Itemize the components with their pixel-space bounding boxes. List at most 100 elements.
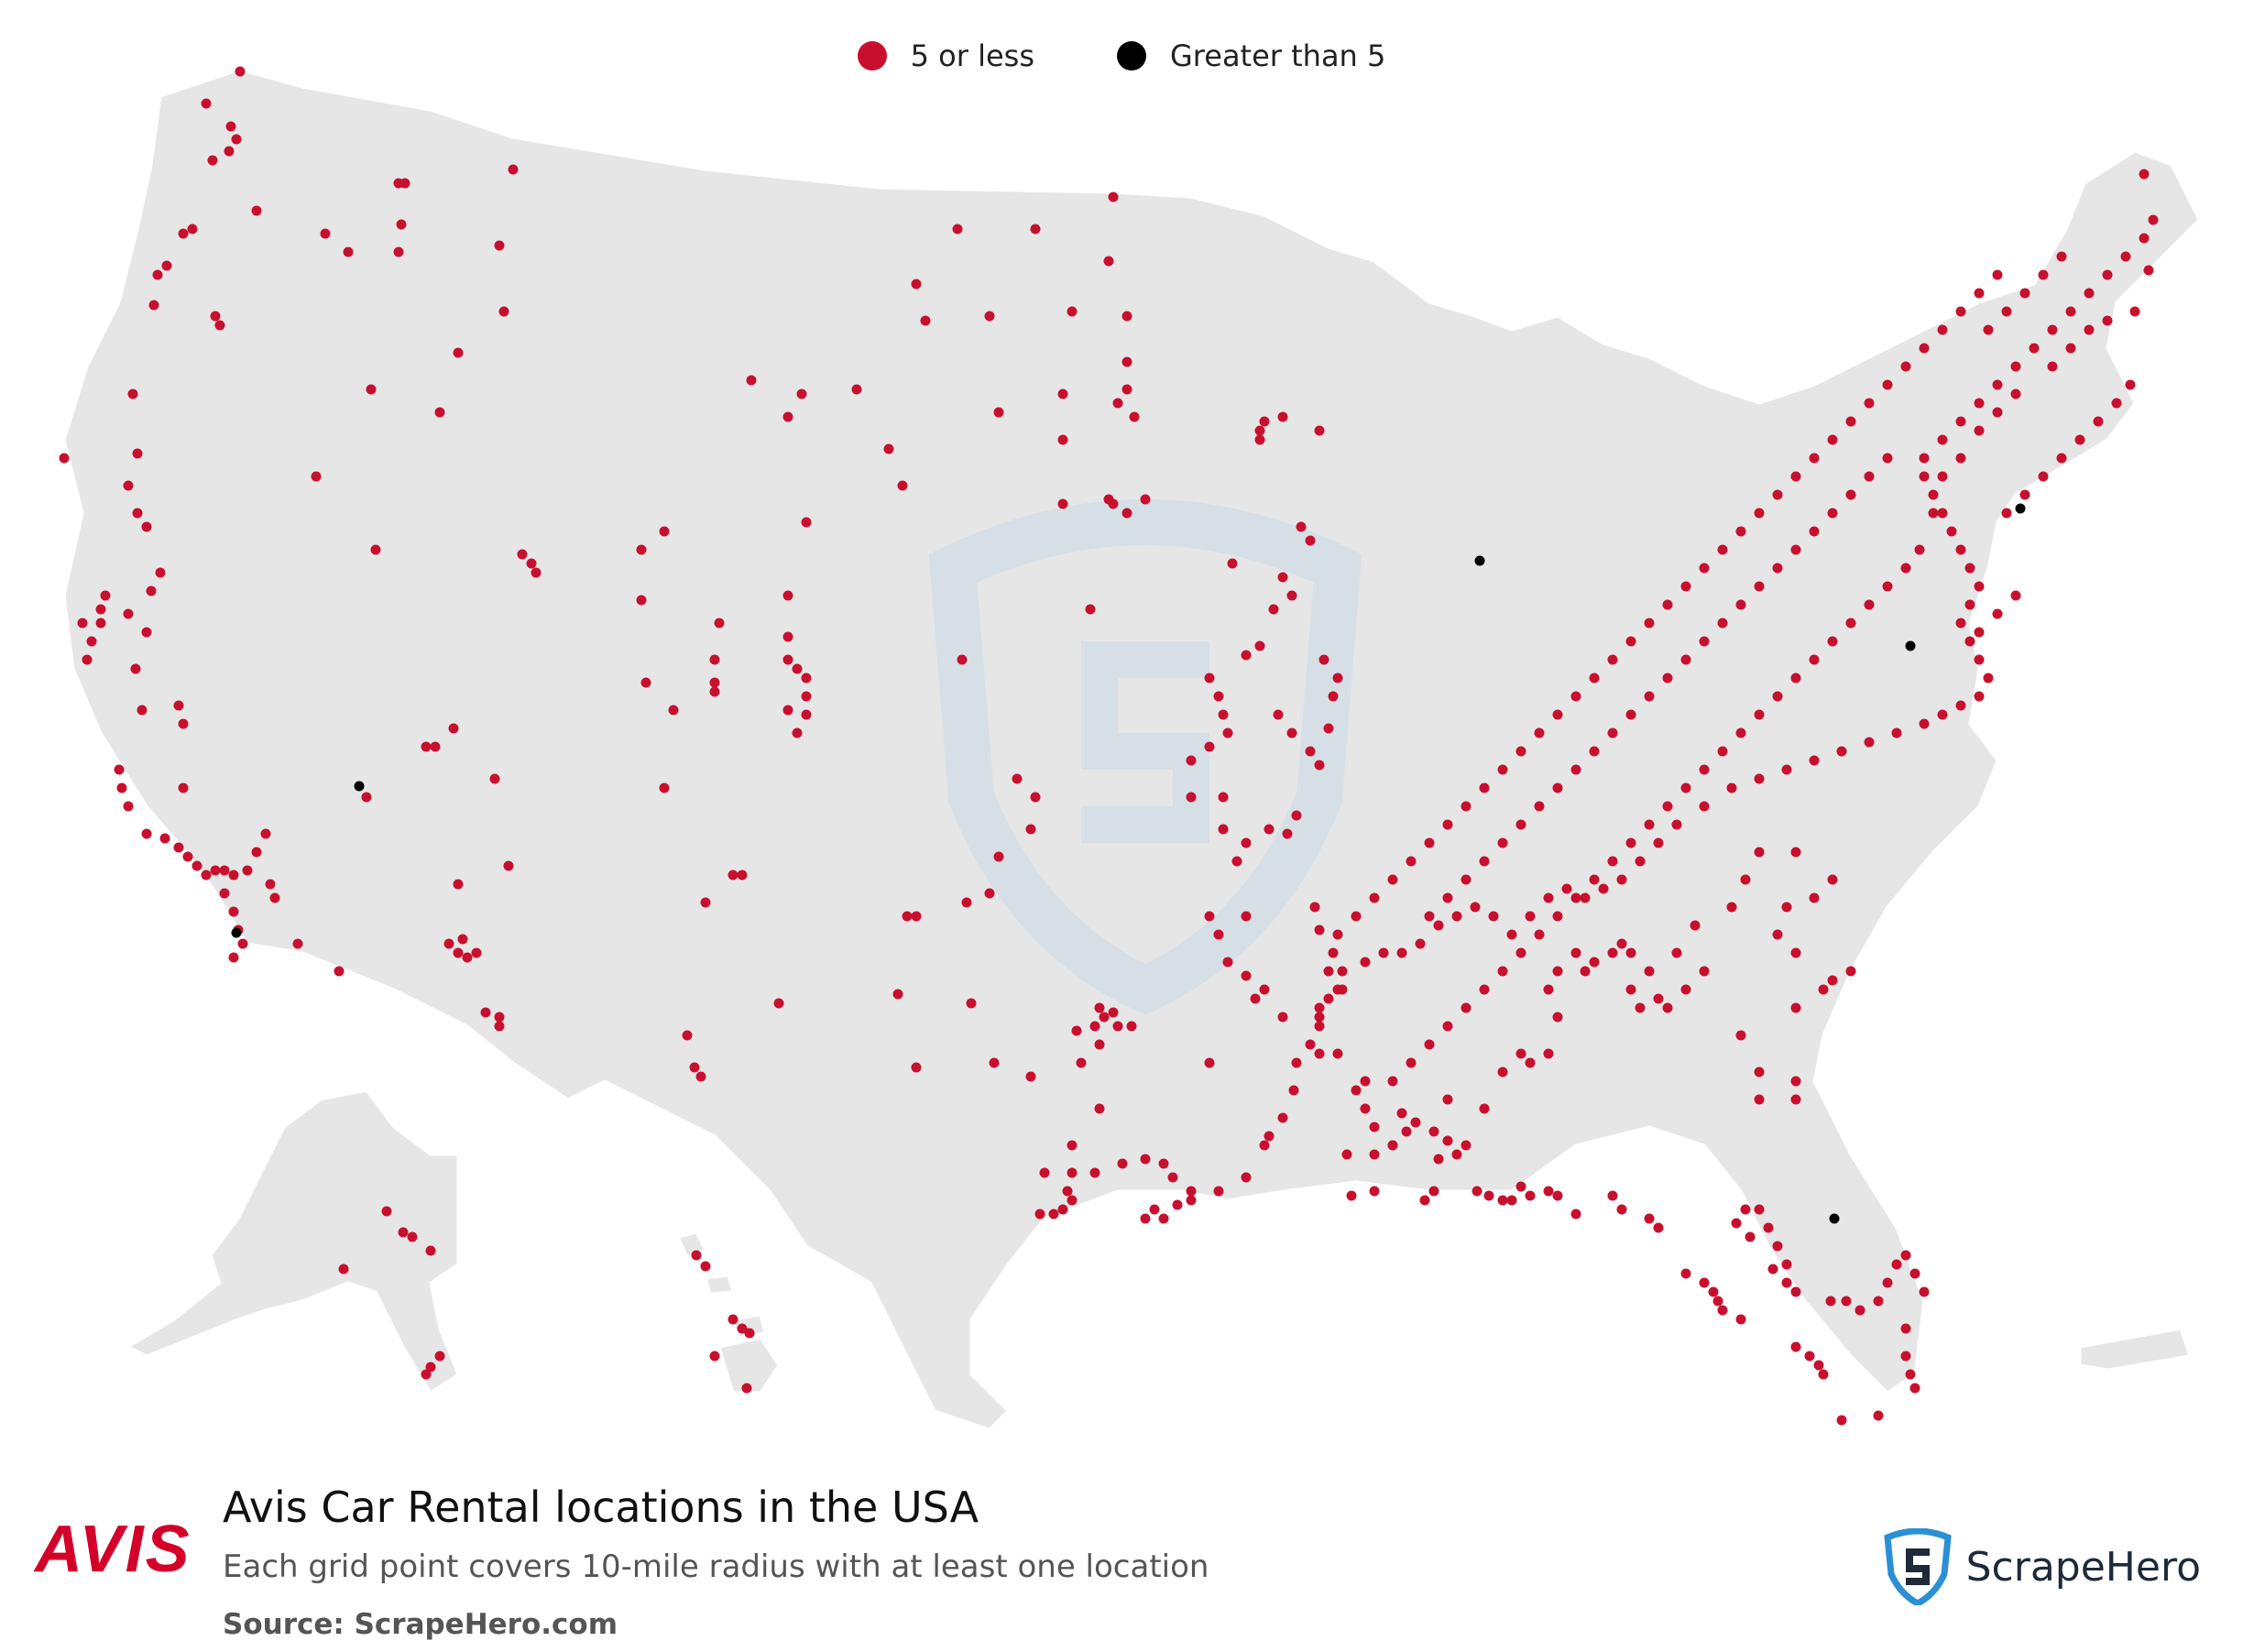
location-point: [114, 764, 125, 775]
location-point: [746, 375, 757, 386]
location-point: [714, 618, 725, 629]
location-point: [1525, 911, 1536, 922]
location-point: [1305, 535, 1316, 546]
location-point: [1983, 673, 1994, 684]
location-point: [1213, 691, 1224, 702]
location-point: [1909, 1383, 1920, 1394]
location-point: [2056, 453, 2067, 464]
location-point: [1589, 673, 1600, 684]
location-point: [1351, 1085, 1362, 1096]
location-point: [1570, 1209, 1581, 1220]
location-point: [1506, 929, 1517, 940]
location-point: [1314, 1002, 1325, 1013]
location-point: [961, 897, 972, 908]
location-point: [1204, 911, 1215, 922]
location-point: [700, 897, 711, 908]
location-point: [1337, 966, 1348, 977]
location-point: [1369, 1186, 1380, 1197]
location-point: [1369, 892, 1380, 903]
location-point: [709, 686, 720, 697]
location-point: [251, 205, 262, 216]
location-point: [1149, 1204, 1160, 1215]
location-point: [1607, 856, 1618, 867]
location-point: [2148, 214, 2159, 225]
location-point: [132, 448, 143, 459]
location-point: [1570, 764, 1581, 775]
location-point: [1589, 957, 1600, 968]
location-point: [1735, 1030, 1746, 1041]
location-point: [1580, 966, 1591, 977]
location-point: [123, 801, 134, 812]
location-point: [1282, 828, 1293, 839]
location-point: [517, 549, 528, 560]
location-point: [1515, 947, 1526, 958]
legend-label-small: 5 or less: [910, 38, 1034, 73]
location-point: [1351, 911, 1362, 922]
location-point: [1254, 425, 1265, 436]
location-point: [235, 66, 246, 77]
location-point: [1570, 892, 1581, 903]
location-point: [2111, 398, 2122, 409]
location-point: [659, 526, 670, 537]
legend-label-large: Greater than 5: [1170, 38, 1386, 73]
location-point: [1213, 1186, 1224, 1197]
location-point: [1479, 1103, 1490, 1114]
location-point: [1419, 1195, 1430, 1206]
location-point: [1662, 599, 1673, 610]
location-point: [453, 947, 464, 958]
location-point: [1122, 508, 1132, 519]
location-point: [1314, 760, 1325, 771]
location-point: [173, 700, 184, 711]
location-point: [1790, 673, 1801, 684]
location-point: [1227, 558, 1238, 569]
location-point: [1790, 471, 1801, 482]
location-point: [1712, 1296, 1723, 1307]
location-point: [1616, 1204, 1627, 1215]
location-point: [1030, 792, 1041, 803]
location-point: [1474, 555, 1485, 566]
location-point: [1772, 489, 1783, 500]
location-point: [984, 311, 995, 322]
location-point: [1772, 563, 1783, 574]
location-point: [1428, 1126, 1439, 1137]
location-point: [2093, 416, 2104, 427]
location-point: [1039, 1167, 1050, 1178]
location-point: [155, 567, 166, 578]
location-point: [1259, 416, 1270, 427]
location-point: [1433, 920, 1444, 931]
location-point: [1772, 691, 1783, 702]
location-point: [1328, 691, 1339, 702]
location-point: [1360, 1103, 1371, 1114]
location-point: [1841, 1296, 1852, 1307]
location-point: [1745, 1231, 1756, 1242]
location-point: [1964, 636, 1975, 647]
location-point: [1387, 1140, 1398, 1151]
location-point: [86, 636, 97, 647]
location-point: [1909, 1268, 1920, 1279]
location-point: [1543, 1048, 1554, 1059]
location-point: [2047, 361, 2058, 372]
location-point: [1671, 819, 1682, 830]
location-point: [1085, 604, 1096, 615]
location-point: [1406, 1057, 1417, 1068]
location-point: [636, 595, 647, 606]
legend: 5 or less Greater than 5: [0, 38, 2243, 73]
location-point: [116, 782, 127, 793]
legend-item-small: 5 or less: [857, 38, 1034, 73]
location-point: [82, 654, 93, 665]
location-point: [1937, 508, 1948, 519]
location-point: [1992, 608, 2003, 619]
location-point: [1937, 324, 1948, 335]
location-point: [1172, 1199, 1183, 1210]
location-point: [1323, 993, 1334, 1004]
location-point: [1305, 746, 1316, 757]
location-point: [1974, 691, 1985, 702]
location-point: [2015, 503, 2026, 514]
location-point: [1323, 966, 1334, 977]
location-point: [1992, 407, 2003, 418]
location-point: [773, 998, 784, 1009]
location-point: [1946, 526, 1957, 537]
location-point: [1048, 1209, 1059, 1220]
location-point: [1955, 544, 1966, 555]
location-point: [1264, 1131, 1275, 1142]
